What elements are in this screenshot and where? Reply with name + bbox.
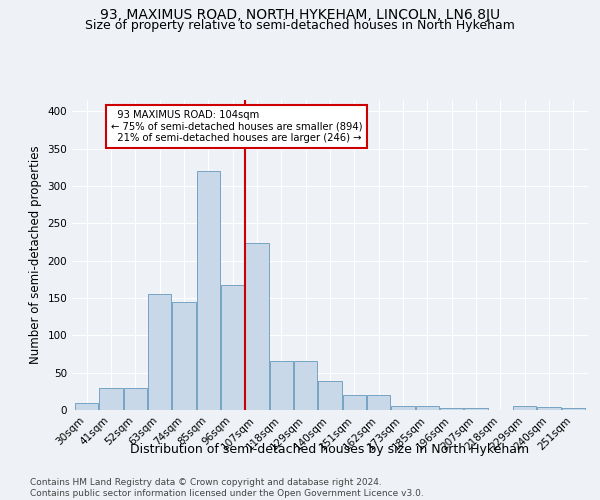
Text: 93, MAXIMUS ROAD, NORTH HYKEHAM, LINCOLN, LN6 8JU: 93, MAXIMUS ROAD, NORTH HYKEHAM, LINCOLN… [100, 8, 500, 22]
Text: 93 MAXIMUS ROAD: 104sqm
← 75% of semi-detached houses are smaller (894)
  21% of: 93 MAXIMUS ROAD: 104sqm ← 75% of semi-de… [111, 110, 362, 143]
Bar [464, 408, 488, 410]
Bar [75, 402, 98, 410]
Bar [221, 284, 244, 410]
Bar [148, 294, 171, 410]
Bar [245, 242, 269, 410]
Bar [197, 171, 220, 410]
Bar [100, 388, 122, 410]
Bar [172, 302, 196, 410]
Bar [343, 395, 366, 410]
Text: Distribution of semi-detached houses by size in North Hykeham: Distribution of semi-detached houses by … [130, 442, 530, 456]
Bar [513, 406, 536, 410]
Bar [562, 408, 585, 410]
Bar [440, 408, 463, 410]
Text: Contains HM Land Registry data © Crown copyright and database right 2024.
Contai: Contains HM Land Registry data © Crown c… [30, 478, 424, 498]
Bar [367, 395, 390, 410]
Bar [294, 362, 317, 410]
Y-axis label: Number of semi-detached properties: Number of semi-detached properties [29, 146, 42, 364]
Bar [538, 407, 560, 410]
Text: Size of property relative to semi-detached houses in North Hykeham: Size of property relative to semi-detach… [85, 18, 515, 32]
Bar [319, 381, 341, 410]
Bar [124, 388, 147, 410]
Bar [270, 362, 293, 410]
Bar [391, 406, 415, 410]
Bar [416, 406, 439, 410]
